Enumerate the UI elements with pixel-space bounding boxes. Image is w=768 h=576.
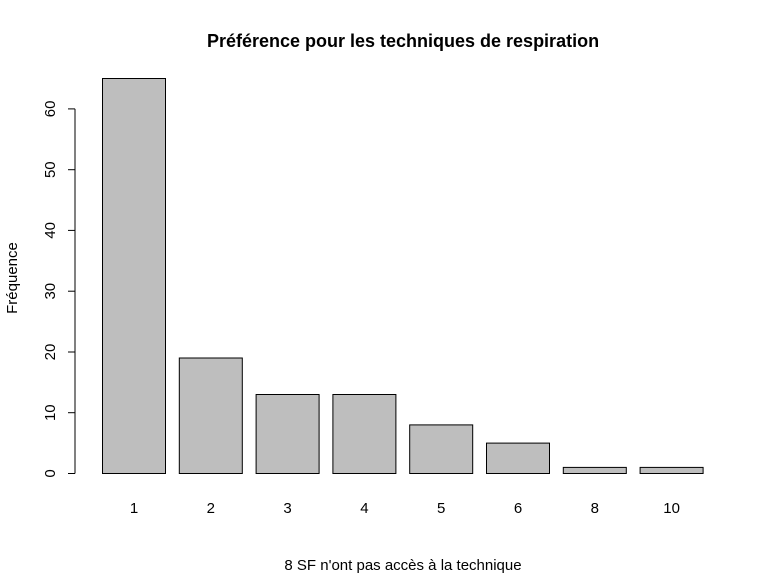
- x-tick-label-8: 8: [591, 500, 599, 517]
- x-tick-label-4: 4: [360, 500, 368, 517]
- y-tick-label-60: 60: [42, 101, 59, 118]
- bar-6: [486, 442, 550, 475]
- bar-4: [332, 394, 397, 474]
- y-tick-label-0: 0: [42, 469, 59, 477]
- y-tick-label-30: 30: [42, 283, 59, 300]
- bar-2: [178, 357, 243, 474]
- y-tick-label-40: 40: [42, 222, 59, 239]
- x-tick-label-1: 1: [130, 500, 138, 517]
- x-axis-label: 8 SF n'ont pas accès à la technique: [284, 557, 521, 574]
- chart-title: Préférence pour les techniques de respir…: [207, 31, 599, 51]
- x-tick-label-6: 6: [514, 500, 522, 517]
- y-axis: 0 10 20 30 40 50 60: [42, 101, 76, 478]
- x-tick-label-2: 2: [207, 500, 215, 517]
- x-tick-label-5: 5: [437, 500, 445, 517]
- bar-5: [409, 424, 474, 474]
- x-tick-labels: 1 2 3 4 5 6 8 10: [130, 500, 680, 517]
- y-tick-label-50: 50: [42, 161, 59, 178]
- bar-3: [255, 394, 320, 474]
- bar-8: [562, 466, 627, 474]
- y-axis-label: Fréquence: [4, 242, 21, 314]
- y-tick-label-20: 20: [42, 344, 59, 361]
- bar-1: [102, 78, 166, 474]
- bar-10: [639, 466, 704, 474]
- bars-group: [102, 78, 704, 475]
- x-tick-label-3: 3: [283, 500, 291, 517]
- x-tick-label-10: 10: [663, 500, 680, 517]
- y-tick-label-10: 10: [42, 404, 59, 421]
